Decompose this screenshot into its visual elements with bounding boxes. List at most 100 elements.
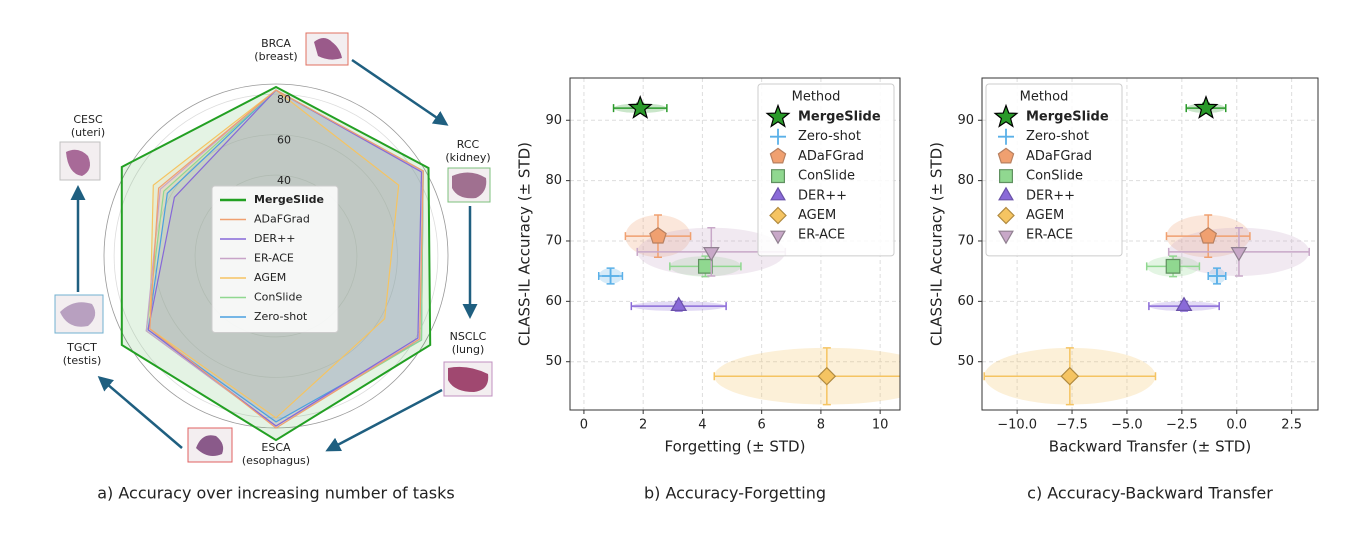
x-tick-label: −2.5 <box>1166 418 1198 433</box>
legend-label: Zero-shot <box>254 310 308 323</box>
x-tick-label: 0.0 <box>1226 418 1247 433</box>
x-tick-label: 2.5 <box>1281 418 1302 433</box>
legend-label: DER++ <box>1026 188 1075 203</box>
legend-marker <box>769 147 787 164</box>
slide-thumbnails <box>54 32 493 463</box>
legend-marker <box>770 230 786 245</box>
radar-chart: 40 60 80 BRCA(breast) RCC(kidney) NSCLC(lung)… <box>63 37 491 467</box>
legend-marker <box>993 103 1019 128</box>
y-tick-label: 90 <box>545 113 562 128</box>
legend-marker <box>998 230 1014 245</box>
category-sublabel: (esophagus) <box>242 454 310 467</box>
x-tick-label: −10.0 <box>997 418 1037 433</box>
point <box>1165 258 1181 274</box>
legend-label: ER-ACE <box>254 252 294 265</box>
tissue <box>314 38 342 60</box>
r-tick-label: 60 <box>277 134 291 147</box>
legend-box <box>211 185 339 333</box>
point <box>670 296 688 311</box>
plot-area <box>597 94 900 406</box>
x-tick-label: 2 <box>639 418 647 433</box>
scatter-chart: 0 2 4 6 8 10 50 60 70 80 90 Forgetting (± STD) CLASS… <box>516 77 901 456</box>
legend-label: DER++ <box>798 188 847 203</box>
point <box>702 247 720 262</box>
legend-label: ADaFGrad <box>1026 149 1092 164</box>
category-label: BRCA <box>261 37 291 50</box>
point <box>817 366 837 386</box>
legend-label: DER++ <box>254 232 296 245</box>
point <box>1060 366 1080 386</box>
point <box>1199 226 1218 244</box>
category-label: ESCA <box>261 441 291 454</box>
x-tick-label: 4 <box>698 418 706 433</box>
legend-label: MergeSlide <box>1026 110 1109 125</box>
y-tick-label: 70 <box>545 233 562 248</box>
arrow <box>97 376 183 449</box>
tissue <box>448 366 489 392</box>
legend-title: Method <box>792 90 841 105</box>
legend-label: ConSlide <box>1026 169 1083 184</box>
arrow <box>325 388 443 452</box>
plot-area <box>983 94 1310 406</box>
legend-label: ConSlide <box>798 169 855 184</box>
axes-frame <box>569 77 901 411</box>
y-axis-label: CLASS-IL Accuracy (± STD) <box>516 142 534 346</box>
tissue <box>196 435 224 456</box>
x-tick-label: 0 <box>580 418 588 433</box>
x-tick-label: −7.5 <box>1056 418 1088 433</box>
legend-marker <box>769 206 787 225</box>
legend-label: ADaFGrad <box>254 213 310 226</box>
x-tick-label: 6 <box>758 418 766 433</box>
legend-label: ER-ACE <box>1026 228 1073 243</box>
legend-label: AGEM <box>798 208 836 223</box>
point <box>1193 94 1219 119</box>
legend-label: AGEM <box>254 271 286 284</box>
legend-marker <box>999 169 1013 184</box>
legend-label: ConSlide <box>254 291 302 304</box>
legend-label: Zero-shot <box>798 129 861 144</box>
series-line <box>147 89 423 427</box>
category-sublabel: (breast) <box>254 50 297 63</box>
legend-box <box>985 83 1123 257</box>
legend-marker <box>998 128 1014 145</box>
legend-marker <box>997 206 1015 225</box>
y-tick-label: 50 <box>545 354 562 369</box>
legend-label: ADaFGrad <box>798 149 864 164</box>
y-tick-label: 70 <box>957 233 974 248</box>
legend-marker <box>998 186 1014 201</box>
series-line <box>149 89 424 429</box>
caption: b) Accuracy-Forgetting <box>644 484 826 503</box>
category-label: NSCLC <box>450 330 487 343</box>
legend-label: AGEM <box>1026 208 1064 223</box>
point <box>1230 247 1248 262</box>
series-line <box>120 85 432 442</box>
x-tick-label: 10 <box>872 418 889 433</box>
x-axis-label: Backward Transfer (± STD) <box>1049 438 1251 456</box>
task-arrows <box>70 58 478 452</box>
legend-marker <box>771 169 785 184</box>
point <box>649 226 667 244</box>
caption: c) Accuracy-Backward Transfer <box>1027 484 1273 503</box>
legend-label: Zero-shot <box>1026 129 1089 144</box>
category-label: TGCT <box>66 341 97 354</box>
category-sublabel: (testis) <box>63 354 102 367</box>
x-axis-label: Forgetting (± STD) <box>665 438 806 456</box>
legend-label: MergeSlide <box>798 110 881 125</box>
point <box>627 94 653 119</box>
legend-title: Method <box>1020 90 1069 105</box>
tissue <box>60 302 96 327</box>
y-tick-label: 80 <box>957 173 974 188</box>
y-tick-label: 60 <box>545 294 562 309</box>
x-tick-label: 8 <box>817 418 825 433</box>
y-tick-label: 50 <box>957 354 974 369</box>
point <box>697 258 713 274</box>
legend-label: ER-ACE <box>798 228 845 243</box>
scatter-chart: −10.0 −7.5 −5.0 −2.5 0.0 2.5 50 60 70 80 90 Backwar… <box>928 77 1319 456</box>
category-sublabel: (lung) <box>452 343 485 356</box>
category-label: RCC <box>457 138 480 151</box>
y-axis-label: CLASS-IL Accuracy (± STD) <box>928 142 946 346</box>
legend-marker <box>765 103 791 128</box>
y-tick-label: 60 <box>957 294 974 309</box>
tissue <box>452 172 487 199</box>
tissue <box>66 149 90 176</box>
